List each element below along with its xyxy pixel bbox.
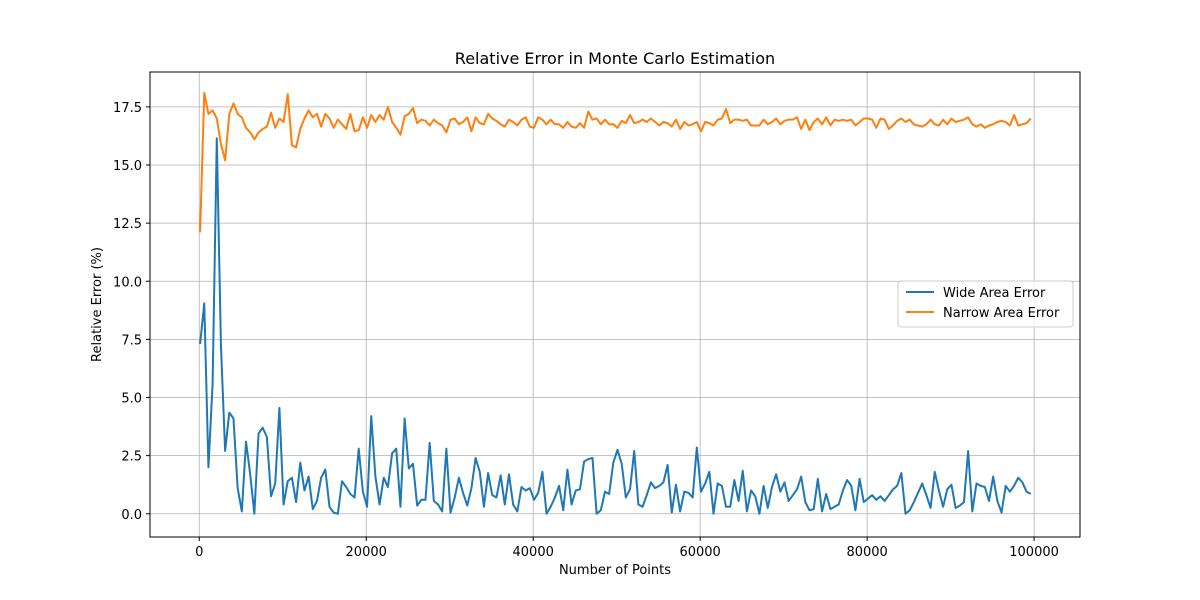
x-axis-label: Number of Points (559, 563, 671, 578)
x-tick-label: 20000 (346, 545, 387, 560)
x-tick-label: 100000 (1009, 545, 1059, 560)
x-tick-label: 60000 (679, 545, 720, 560)
legend-box (897, 280, 1074, 328)
y-tick-label: 12.5 (113, 217, 142, 232)
y-tick-label: 15.0 (113, 159, 142, 174)
plot-area (149, 71, 1081, 538)
series-line-wide (199, 137, 1032, 515)
legend: Wide Area Error Narrow Area Error (897, 280, 1074, 328)
x-tick-label: 0 (195, 545, 203, 560)
y-axis: 0.0 2.5 5.0 7.5 10.0 12.5 15.0 17.5 (113, 101, 150, 523)
legend-label-narrow: Narrow Area Error (943, 306, 1060, 321)
y-tick-label: 10.0 (113, 275, 142, 290)
y-tick-label: 5.0 (121, 392, 142, 407)
y-tick-label: 7.5 (121, 333, 142, 348)
x-tick-label: 80000 (846, 545, 887, 560)
legend-label-wide: Wide Area Error (943, 286, 1046, 301)
y-tick-label: 17.5 (113, 101, 142, 116)
series-line-narrow (199, 91, 1032, 233)
x-tick-label: 40000 (513, 545, 554, 560)
y-tick-label: 2.5 (121, 450, 142, 465)
y-tick-label: 0.0 (121, 508, 142, 523)
x-axis: 0 20000 40000 60000 80000 100000 (195, 537, 1059, 560)
series-lines (199, 91, 1032, 515)
chart-title: Relative Error in Monte Carlo Estimation (455, 49, 775, 68)
y-axis-label: Relative Error (%) (90, 247, 105, 362)
